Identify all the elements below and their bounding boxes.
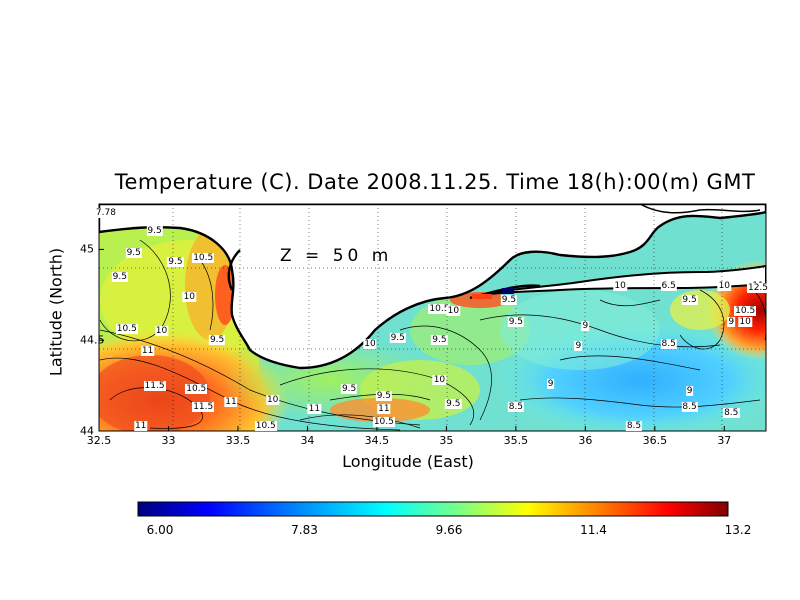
contour-label: 9 [685,386,694,397]
depth-label: Z = 50 m [280,246,393,266]
contour-label: 11.5 [192,402,215,413]
contour-label: 9.5 [681,295,698,306]
y-tick-label: 44 [80,424,94,438]
contour-label: 10.5 [115,324,138,335]
contour-label: 9.5 [445,398,462,409]
colorbar-tick-label: 11.4 [580,523,607,537]
contour-label: 8.5 [723,407,740,418]
contour-label: 10 [613,280,627,291]
contour-label: 6.5 [660,280,677,291]
contour-label: 9 [574,340,583,351]
azov-coast [639,204,761,214]
contour-label: 10.5 [254,420,277,431]
contour-label: 10.5 [192,253,215,264]
contour-label: 9 [581,320,590,331]
x-tick-label: 34.5 [364,434,390,447]
contour-label: 11 [133,420,148,431]
colorbar-tick-label: 9.66 [435,523,463,537]
contour-label: 9.5 [125,248,142,259]
contour-label: 12.5 [746,282,770,293]
y-tick-label: 44.5 [80,333,105,347]
contour-label: 10 [432,375,447,386]
contour-label: 8.5 [660,338,677,349]
contour-label: 9.5 [507,317,525,328]
x-tick-label: 33.5 [225,434,251,447]
contour-label: 9.5 [431,335,448,346]
x-tick-label: 33 [161,434,176,447]
contour-label: 9.5 [167,257,184,268]
contour-label: 11 [140,346,155,357]
contour-label: 9.5 [111,271,129,282]
x-tick-label: 35 [439,434,454,447]
contour-label: 10.5 [428,304,451,315]
contour-label: 11.5 [143,380,166,391]
contour-label: 9.5 [340,384,358,395]
x-axis-label: Longitude (East) [342,452,474,471]
contour-label: 11 [307,404,322,415]
plot-frame [98,203,767,432]
contour-label: 10 [717,280,732,291]
x-tick-label: 36 [578,434,593,447]
x-tick-label: 37 [717,434,732,447]
plot-title: Temperature (C). Date 2008.11.25. Time 1… [114,170,756,194]
contour-label: 10 [265,395,280,406]
colorbar [137,501,729,517]
contour-label: 10 [363,338,377,349]
contour-label: 9.5 [375,391,393,402]
x-tick-label: 32.5 [86,434,112,447]
contour-label: 10.5 [372,416,395,427]
contour-label: 9.5 [208,335,226,346]
colorbar-tick-label: 13.2 [724,523,752,537]
contour-label: 11 [377,404,391,415]
contour-label: 10.5 [185,384,208,395]
x-tick-label: 34 [300,434,315,447]
contour-label: 11 [224,396,238,407]
colorbar-tick-label: 7.83 [291,523,318,537]
contour-label: 7.78 [94,208,117,219]
colorbar-tick-label: 6.00 [146,523,174,537]
y-tick-label: 45 [80,242,94,256]
land-mass [99,204,766,370]
contour-label: 8.5 [507,402,525,413]
contour-label: 10.5 [734,306,757,317]
x-tick-label: 36.5 [642,434,668,447]
contour-label: 10 [154,326,169,337]
contour-label: 10 [446,306,461,317]
contour-label: 8.5 [625,420,643,431]
contour-label: 10 [738,317,752,328]
contour-label: 10 [182,291,197,302]
contour-label: 8.5 [681,402,698,413]
x-tick-label: 35.5 [503,434,529,447]
contour-label: 9.5 [500,295,518,306]
contour-label: 9 [546,378,555,389]
contour-label: 9 [727,317,736,328]
contour-label: 9.5 [389,333,406,344]
contour-label: 9.5 [146,226,163,237]
